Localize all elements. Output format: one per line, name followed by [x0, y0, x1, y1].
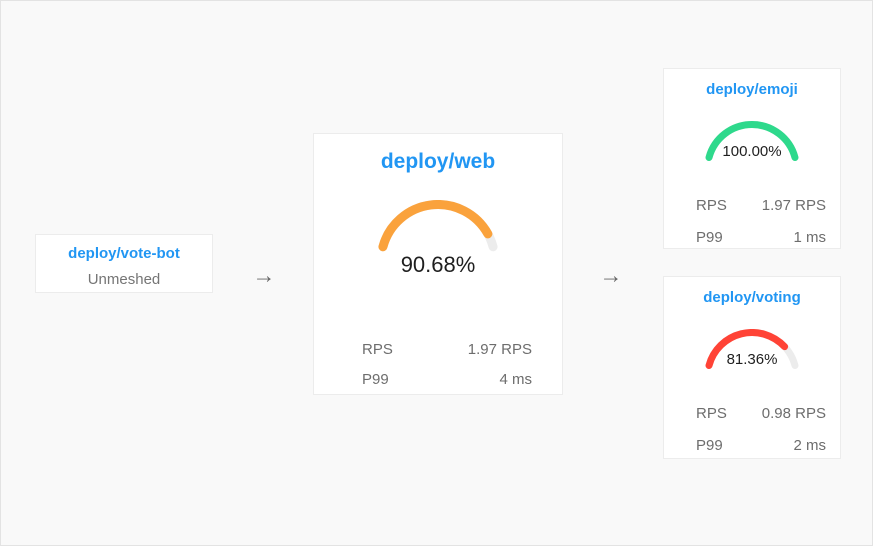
node-stats: RPS 0.98 RPS P99 2 ms — [664, 397, 840, 461]
node-link-voting[interactable]: deploy/voting — [703, 289, 801, 306]
node-card-vote-bot: deploy/vote-bot Unmeshed — [35, 234, 213, 293]
stat-row-rps: RPS 1.97 RPS — [362, 334, 532, 364]
node-card-voting: deploy/voting 81.36% RPS 0.98 RPS P99 2 … — [663, 276, 841, 459]
stat-value: 1.97 RPS — [467, 340, 532, 358]
node-link-emoji[interactable]: deploy/emoji — [706, 81, 798, 98]
mesh-status-label: Unmeshed — [87, 271, 161, 288]
success-rate-value: 90.68% — [400, 252, 476, 277]
success-rate-value: 81.36% — [726, 351, 778, 368]
flow-arrow-icon: → — [599, 262, 623, 288]
stat-value: 1 ms — [793, 228, 826, 246]
stat-row-rps: RPS 0.98 RPS — [696, 397, 826, 429]
success-rate-gauge — [664, 121, 840, 165]
stat-row-p99: P99 4 ms — [362, 364, 532, 394]
stat-value: 2 ms — [793, 436, 826, 454]
stat-row-p99: P99 2 ms — [696, 429, 826, 461]
node-link-web[interactable]: deploy/web — [380, 150, 496, 173]
node-stats: RPS 1.97 RPS P99 4 ms — [314, 334, 562, 394]
stat-value: 1.97 RPS — [761, 196, 826, 214]
stat-label: P99 — [362, 370, 389, 388]
node-card-emoji: deploy/emoji 100.00% RPS 1.97 RPS P99 1 … — [663, 68, 841, 249]
stat-label: RPS — [362, 340, 393, 358]
stat-row-rps: RPS 1.97 RPS — [696, 189, 826, 221]
node-card-web: deploy/web 90.68% RPS 1.97 RPS P99 4 ms — [313, 133, 563, 395]
stat-row-p99: P99 1 ms — [696, 221, 826, 253]
stat-value: 0.98 RPS — [761, 404, 826, 422]
success-rate-value: 100.00% — [722, 143, 782, 160]
stat-label: RPS — [696, 404, 727, 422]
stat-value: 4 ms — [499, 370, 532, 388]
node-link-vote-bot[interactable]: deploy/vote-bot — [68, 245, 180, 262]
stat-label: RPS — [696, 196, 727, 214]
node-stats: RPS 1.97 RPS P99 1 ms — [664, 189, 840, 253]
flow-arrow-icon: → — [252, 262, 276, 288]
stat-label: P99 — [696, 436, 723, 454]
success-rate-gauge — [314, 200, 562, 256]
success-rate-gauge — [664, 329, 840, 373]
stat-label: P99 — [696, 228, 723, 246]
